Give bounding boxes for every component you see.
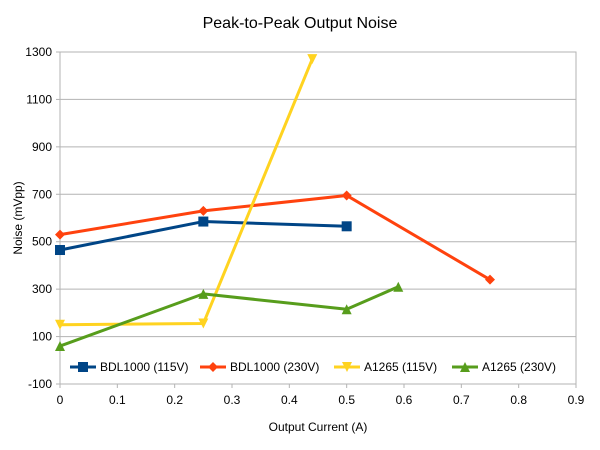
x-tick-label: 0.4 [281,393,298,407]
x-tick-label: 0.3 [224,393,241,407]
data-point [55,319,65,330]
x-tick-label: 0 [57,393,64,407]
legend-label: BDL1000 (115V) [100,360,189,374]
y-tick-label: 1300 [25,45,52,59]
y-tick-label: -100 [28,377,52,391]
series-3 [55,54,318,330]
y-tick-label: 700 [32,187,52,201]
x-tick-label: 0.1 [109,393,126,407]
axes: -100 100 300 500 700 900 1100 1300 0 0.1 0.2 0.3 0.4… [25,45,584,407]
y-axis-title: Noise (mVpp) [11,181,25,254]
legend-label: A1265 (230V) [482,360,556,374]
y-tick-label: 900 [32,140,52,154]
x-tick-label: 0.5 [338,393,355,407]
series-4 [55,281,404,352]
x-tick-label: 0.2 [166,393,183,407]
x-tick-label: 0.9 [568,393,585,407]
y-tick-label: 300 [32,282,52,296]
data-point [341,190,352,201]
plot-area-border [59,51,577,385]
legend-marker [208,362,218,372]
legend-item: BDL1000 (115V) [70,360,189,374]
legend: BDL1000 (115V) BDL1000 (230V) A1265 (115V)… [70,360,556,374]
data-point [485,274,495,285]
series-layer [55,54,495,352]
data-point [198,288,209,299]
x-axis-title: Output Current (A) [269,420,368,434]
x-tick-label: 0.7 [453,393,470,407]
y-tick-label: 100 [32,330,52,344]
series-1 [55,216,352,256]
x-tick-label: 0.6 [396,393,413,407]
data-point [341,221,352,232]
series-2 [55,190,495,285]
data-point [198,318,209,329]
x-tick-label: 0.8 [510,393,527,407]
data-point [198,205,209,216]
chart-title: Peak-to-Peak Output Noise [203,15,398,32]
legend-item: A1265 (230V) [452,360,556,374]
y-tick-label: 1100 [26,92,52,106]
legend-marker [342,362,352,372]
series-line [59,285,399,348]
legend-label: BDL1000 (230V) [230,360,319,374]
series-line [59,193,491,281]
data-point [307,54,318,65]
data-point [55,341,65,352]
data-point [55,229,65,240]
legend-marker [78,362,88,372]
legend-label: A1265 (115V) [364,360,437,374]
y-tick-label: 500 [32,235,52,249]
legend-item: BDL1000 (230V) [200,360,319,374]
data-point [55,245,65,256]
data-point [393,281,404,292]
data-point [198,216,209,227]
legend-item: A1265 (115V) [334,360,437,374]
data-point [341,304,352,315]
legend-marker [460,362,470,372]
